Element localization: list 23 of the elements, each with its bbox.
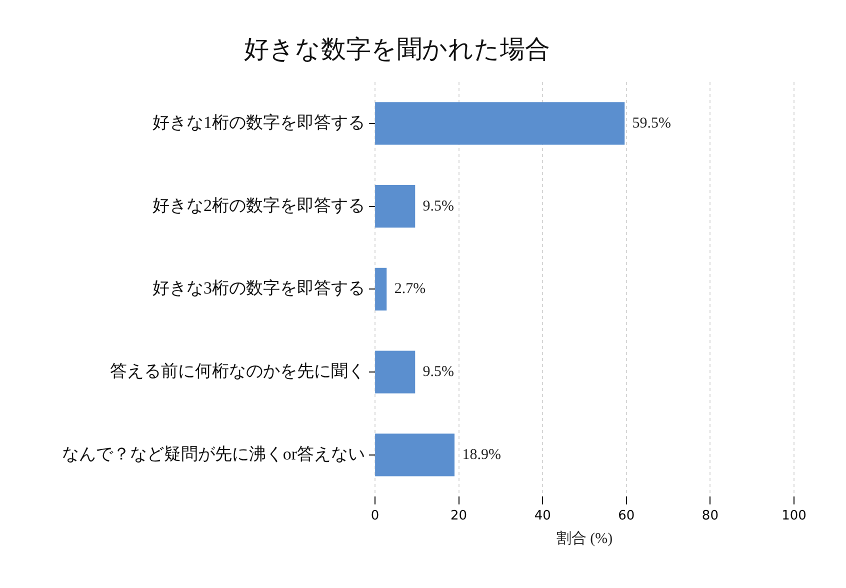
y-tick-label: なんで？など疑問が先に沸くor答えない: [62, 444, 365, 464]
y-tick-label: 好きな3桁の数字を即答する: [152, 278, 365, 298]
x-tick-label: 0: [370, 508, 380, 524]
y-tick-label: 好きな2桁の数字を即答する: [152, 196, 365, 215]
x-tick-label: 20: [450, 508, 468, 524]
x-tick-label: 80: [702, 508, 718, 524]
data-label: 18.9%: [462, 446, 501, 463]
x-tick-label: 100: [782, 508, 806, 524]
bar: [375, 184, 416, 228]
data-label: 2.7%: [394, 281, 426, 298]
data-label: 59.5%: [632, 115, 672, 132]
bar: [375, 434, 455, 476]
bar: [375, 268, 387, 311]
x-axis-title: 割合 (%): [556, 530, 613, 547]
chart-title: 好きな数字を聞かれた場合: [244, 36, 550, 64]
bar: [375, 102, 625, 145]
x-tick-label: 60: [618, 508, 635, 524]
y-tick-label: 好きな1桁の数字を即答する: [152, 112, 365, 132]
y-tick-label: 答える前に何桁なのかを先に聞く: [110, 362, 365, 381]
bar: [375, 350, 416, 394]
x-tick-label: 40: [534, 508, 551, 524]
data-label: 9.5%: [422, 198, 454, 214]
data-label: 9.5%: [422, 364, 454, 380]
